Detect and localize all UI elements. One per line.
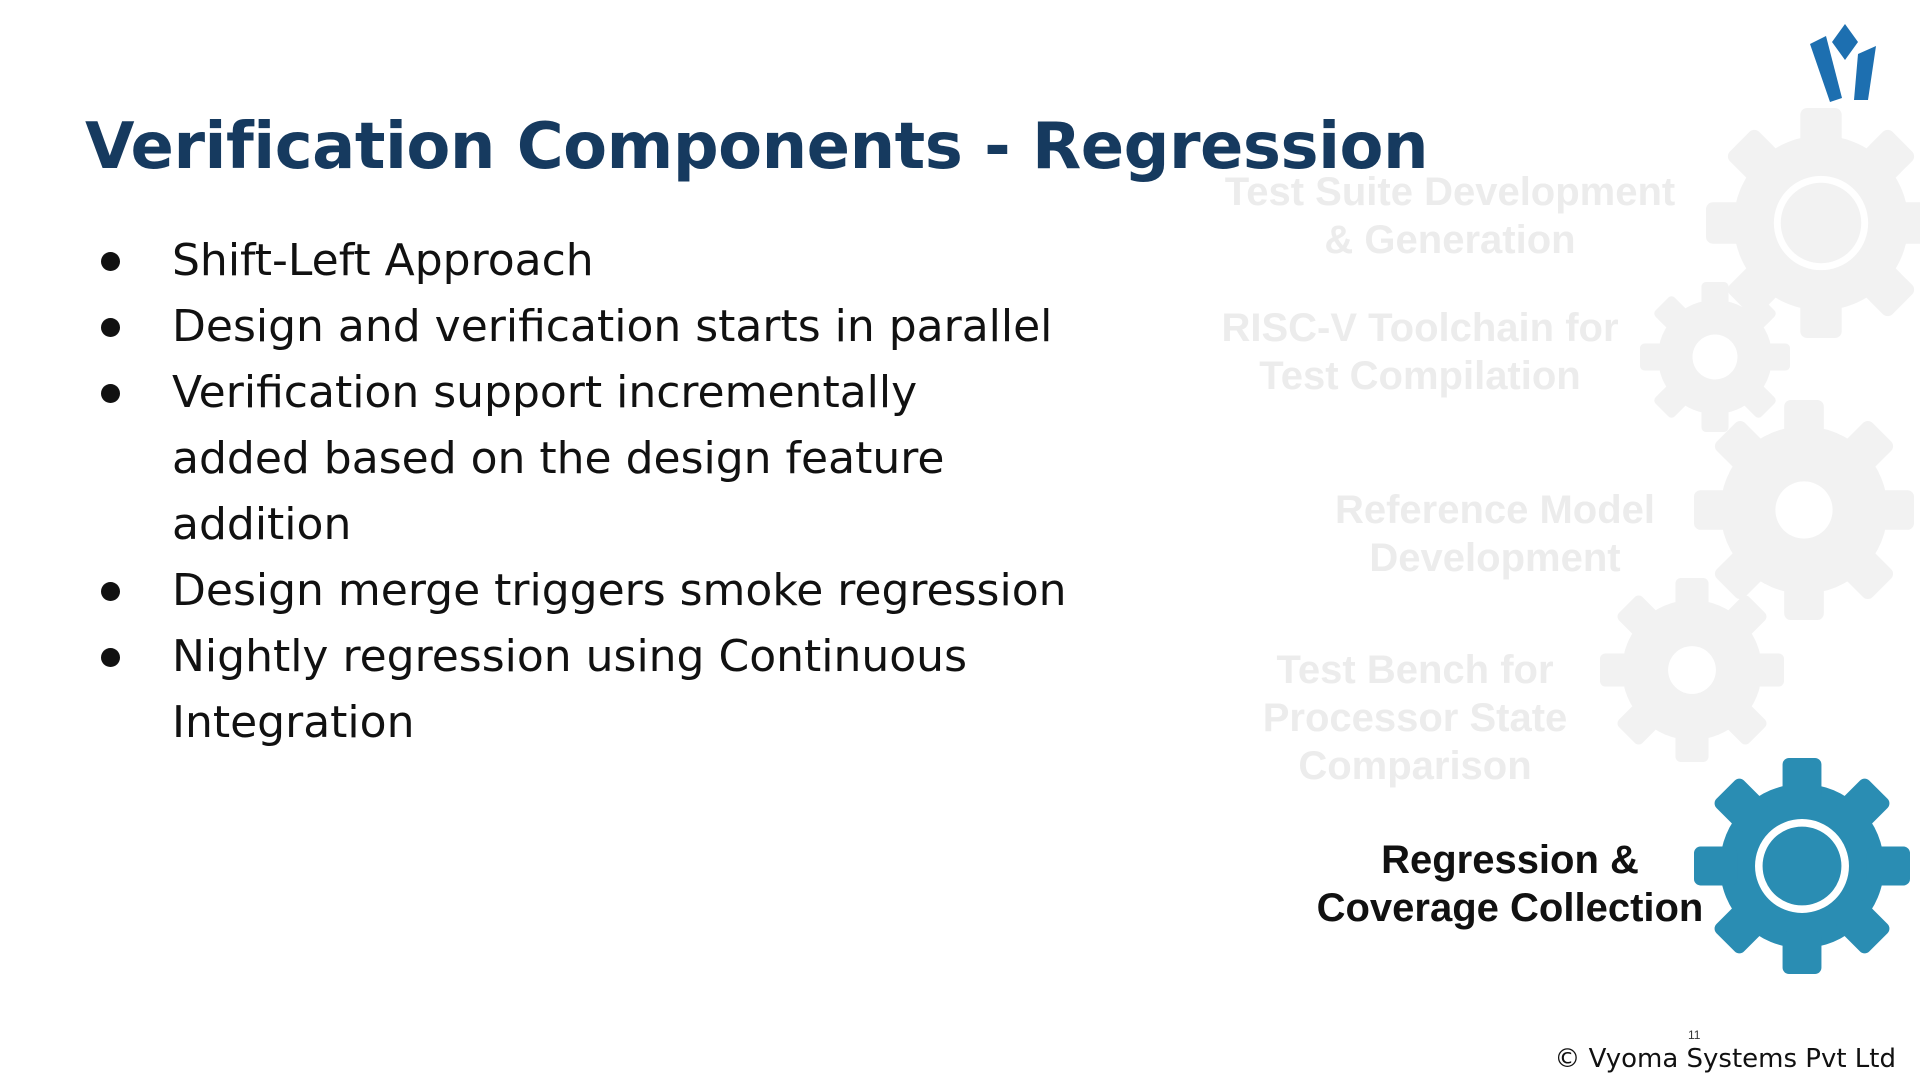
bullet-dot [101,582,120,601]
step-label-line: RISC-V Toolchain for [1221,306,1619,350]
step-label-line: & Generation [1324,218,1576,262]
bullet-text: Nightly regression using Continuous Inte… [172,631,967,748]
step-label-line: Test Suite Development [1224,170,1676,214]
vyoma-logo-icon [1810,24,1876,102]
copyright-text: © Vyoma Systems Pvt Ltd [1554,1044,1896,1074]
bullet-text: Verification support incrementally added… [172,367,945,550]
page-number: 11 [1688,1028,1701,1042]
bullet-item: Design and verification starts in parall… [95,294,1105,360]
gear-icon [1694,400,1914,620]
gear-icon [1600,578,1784,762]
gear-icon [1694,758,1910,974]
step-label-line: Test Compilation [1259,354,1581,398]
bullet-item: Nightly regression using Continuous Inte… [95,624,972,756]
step-label-line: Regression & [1381,838,1639,882]
step-label-toolchain: RISC-V Toolchain for Test Compilation [1200,304,1640,400]
step-label-line: Coverage Collection [1316,886,1704,930]
bullet-item: Design merge triggers smoke regression [95,558,1105,624]
step-label-reference-model: Reference Model Development [1300,486,1690,582]
step-label-line: Processor State [1262,696,1568,740]
bullet-list: Shift-Left Approach Design and verificat… [95,228,1105,756]
gear-icon [1640,282,1790,432]
step-label-regression: Regression & Coverage Collection [1310,836,1710,932]
step-label-line: Development [1369,536,1621,580]
bullet-text: Design and verification starts in parall… [172,301,1053,352]
bullet-text: Design merge triggers smoke regression [172,565,1067,616]
bullet-text: Shift-Left Approach [172,235,594,286]
step-label-test-suite: Test Suite Development & Generation [1210,168,1690,264]
gear-icon [1706,108,1920,338]
bullet-item: Shift-Left Approach [95,228,1105,294]
bullet-dot [101,252,120,271]
bullet-dot [101,648,120,667]
bullet-dot [101,384,120,403]
bullet-item: Verification support incrementally added… [95,360,1042,558]
bullet-dot [101,318,120,337]
step-label-test-bench: Test Bench for Processor State Compariso… [1220,646,1610,790]
step-label-line: Test Bench for [1276,648,1554,692]
slide-title: Verification Components - Regression [85,110,1429,184]
step-label-line: Reference Model [1334,488,1656,532]
step-label-line: Comparison [1298,744,1532,788]
